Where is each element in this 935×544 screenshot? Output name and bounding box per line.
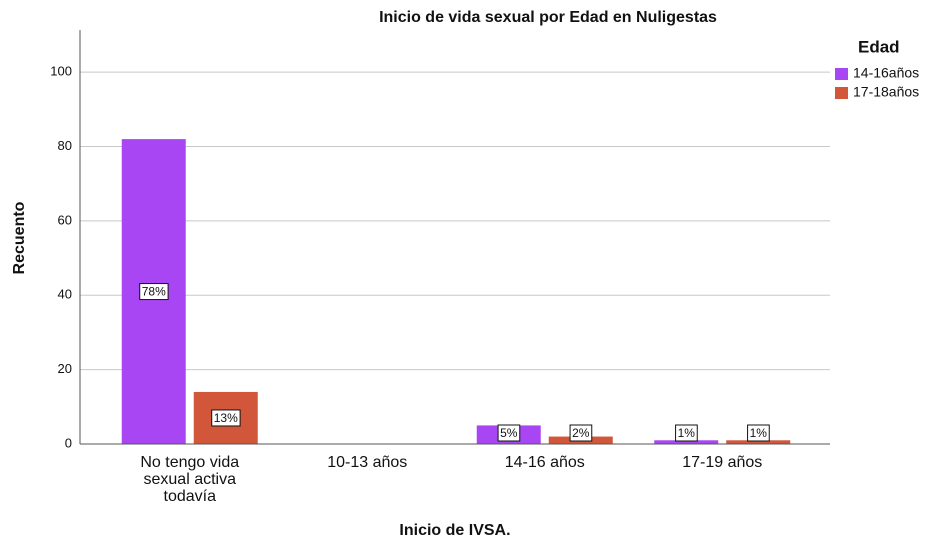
y-tick-label: 60 [58, 212, 72, 227]
value-label-box [569, 424, 593, 442]
y-axis-label: Recuento [11, 201, 28, 274]
value-label: 1% [678, 426, 696, 440]
value-label-box [497, 424, 521, 442]
legend-title: Edad [858, 37, 900, 56]
y-tick-label: 0 [65, 435, 72, 450]
y-tick-label: 20 [58, 361, 72, 376]
bar [654, 440, 719, 444]
x-tick-label: No tengo vida sexual activa todavía [140, 454, 239, 505]
legend-label: 14-16años [853, 65, 919, 81]
value-label: 1% [750, 426, 768, 440]
y-tick-label: 80 [58, 138, 72, 153]
value-label-box [675, 424, 698, 442]
x-axis-label: Inicio de IVSA. [399, 522, 510, 539]
value-label: 78% [142, 285, 166, 299]
value-label-box [747, 424, 770, 442]
value-label: 5% [500, 426, 518, 440]
y-tick-label: 40 [58, 287, 72, 302]
x-tick-label: 17-19 años [682, 454, 762, 471]
y-tick-label: 100 [50, 64, 72, 79]
value-label-box [211, 409, 241, 427]
legend-swatch [835, 68, 848, 80]
legend-label: 17-18años [853, 84, 919, 100]
value-label: 2% [572, 426, 590, 440]
legend-swatch [835, 87, 848, 99]
chart-title: Inicio de vida sexual por Edad en Nulige… [379, 9, 717, 26]
value-label-box [139, 283, 169, 301]
x-tick-label: 10-13 años [327, 454, 407, 471]
bar [726, 440, 791, 444]
value-label: 13% [214, 411, 238, 425]
x-tick-label: 14-16 años [505, 454, 585, 471]
